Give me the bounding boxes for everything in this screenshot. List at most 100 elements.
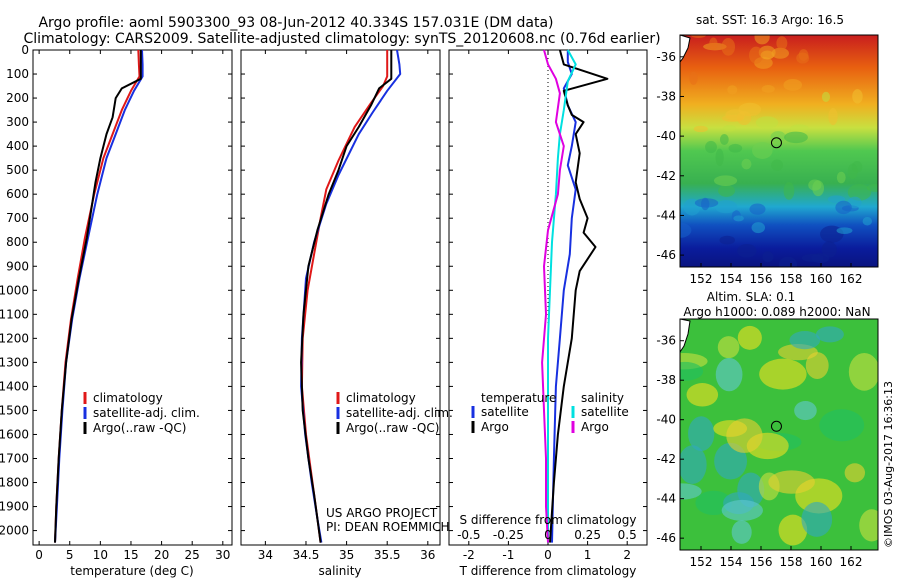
x-tick-label: 34 [258, 548, 273, 562]
sla-texture [680, 325, 878, 546]
sst-texture-cell [714, 200, 738, 214]
sst-texture-cell [727, 85, 738, 95]
sla-map-frame [679, 318, 879, 551]
sla-texture-cell [768, 470, 815, 494]
salinity-legend: climatology satellite-adj. clim. Argo(..… [336, 391, 453, 435]
difference-panel: -2 -1 0 1 2 S difference from climatology -0… [448, 49, 648, 578]
lon-tick-label: 158 [780, 555, 803, 569]
sst-texture [680, 35, 878, 267]
lon-tick-label: 154 [720, 272, 743, 286]
series-line-argo-raw-qc- [300, 50, 393, 543]
sla-texture-cell [686, 383, 719, 407]
lon-tick-label: 158 [780, 272, 803, 286]
legend-title-salinity: salinity [581, 391, 624, 405]
legend-title-temperature: temperature [481, 391, 556, 405]
x-tick-label: 1 [584, 548, 592, 562]
difference-axis: -2 -1 0 1 2 [449, 49, 647, 562]
lat-tick-label: -38 [656, 373, 676, 387]
x-tick-label: 25 [185, 548, 200, 562]
legend-label-argo: Argo(..raw -QC) [93, 421, 186, 435]
sla-texture-cell [737, 325, 762, 350]
lon-tick-label: 160 [810, 272, 833, 286]
x-tick-label: 34.5 [293, 548, 320, 562]
series-line-satellite-adj-clim- [300, 49, 402, 543]
sst-texture-cell [690, 35, 707, 39]
sst-texture-cell [754, 35, 770, 45]
sst-texture-cell [770, 131, 786, 143]
sla-map-title-line2: Argo h1000: 0.089 h2000: NaN [683, 305, 870, 319]
sst-texture-cell [755, 116, 779, 129]
sla-texture-cell [680, 445, 707, 485]
sst-texture-cell [836, 171, 846, 184]
sst-texture-cell [733, 215, 744, 222]
sst-texture-cell [751, 222, 766, 234]
sst-texture-cell [760, 50, 775, 60]
sla-texture-cell [680, 483, 702, 500]
lat-tick-label: -38 [656, 89, 676, 103]
sst-texture-cell [771, 47, 789, 59]
salinity-axis: 34 34.5 35 35.5 36 [241, 49, 440, 562]
project-credit-line2: PI: DEAN ROEMMICH [326, 520, 449, 534]
depth-tick-label: 0 [21, 43, 29, 57]
salinity-panel: 34 34.5 35 35.5 36 salinity climatology sate… [240, 49, 453, 578]
difference-lines [541, 49, 609, 543]
depth-tick-label: 1200 [0, 331, 29, 345]
figure-title-line2: Climatology: CARS2009. Satellite-adjuste… [23, 31, 660, 47]
s-tick-label: -0.25 [493, 528, 524, 542]
lat-tick-label: -44 [656, 492, 676, 506]
sla-texture-cell [794, 400, 817, 421]
sla-map: Altim. SLA: 0.1 Argo h1000: 0.089 h2000:… [656, 290, 879, 569]
sst-texture-cell [694, 198, 719, 208]
legend-label-satellite: satellite-adj. clim. [346, 406, 453, 420]
series-line-t-argo [549, 49, 609, 543]
sla-texture-cell [848, 352, 878, 391]
x-tick-label: 36 [420, 548, 435, 562]
lon-tick-label: 152 [690, 555, 713, 569]
sst-texture-cell [828, 108, 838, 126]
sst-texture-cell [836, 227, 853, 234]
sla-texture-cell [819, 409, 865, 442]
depth-tick-label: 1700 [0, 451, 29, 465]
x-tick-label: 20 [154, 548, 169, 562]
sla-texture-cell [717, 336, 740, 359]
lon-tick-label: 156 [750, 272, 773, 286]
legend-label-climatology: climatology [346, 391, 416, 405]
legend-label-satellite: satellite-adj. clim. [93, 406, 200, 420]
sst-texture-cell [801, 253, 824, 262]
lat-tick-label: -36 [656, 334, 676, 348]
x-tick-label: 30 [215, 548, 230, 562]
lon-tick-label: 154 [720, 555, 743, 569]
series-line-s-satellite [547, 49, 577, 543]
sst-texture-cell [752, 141, 773, 159]
imos-credit: ©IMOS 03-Aug-2017 16:36:13 [882, 381, 895, 548]
sla-texture-cell [759, 358, 807, 390]
depth-tick-label: 900 [6, 259, 29, 273]
legend-label-argo: Argo(..raw -QC) [346, 421, 439, 435]
series-line-climatology [300, 50, 389, 543]
legend-label-s-argo: Argo [581, 420, 609, 434]
x-tick-label: 35.5 [374, 548, 401, 562]
sla-texture-cell [778, 514, 808, 546]
sla-map-title-line1: Altim. SLA: 0.1 [707, 290, 795, 304]
lat-tick-label: -40 [656, 129, 676, 143]
s-tick-label: 0 [544, 528, 552, 542]
t-difference-xlabel: T difference from climatology [459, 564, 637, 578]
depth-tick-label: 1600 [0, 427, 29, 441]
depth-axis: 0 100 200 300 400 500 600 700 800 900 1000 1100 1200… [0, 43, 232, 538]
sst-texture-cell [689, 71, 698, 85]
sst-texture-cell [771, 159, 784, 171]
sst-texture-cell [851, 160, 863, 173]
sla-float-marker [770, 420, 782, 432]
depth-tick-label: 1900 [0, 500, 29, 514]
sst-texture-cell [718, 184, 736, 197]
s-tick-label: -0.5 [457, 528, 480, 542]
depth-tick-label: 800 [6, 235, 29, 249]
sst-texture-cell [713, 175, 738, 186]
legend-label-t-satellite: satellite [481, 405, 529, 419]
s-difference-label: S difference from climatology [460, 513, 637, 527]
sst-texture-cell [749, 203, 766, 215]
lat-tick-label: -42 [656, 169, 676, 183]
depth-tick-label: 1000 [0, 283, 29, 297]
sla-texture-cell [805, 352, 829, 379]
